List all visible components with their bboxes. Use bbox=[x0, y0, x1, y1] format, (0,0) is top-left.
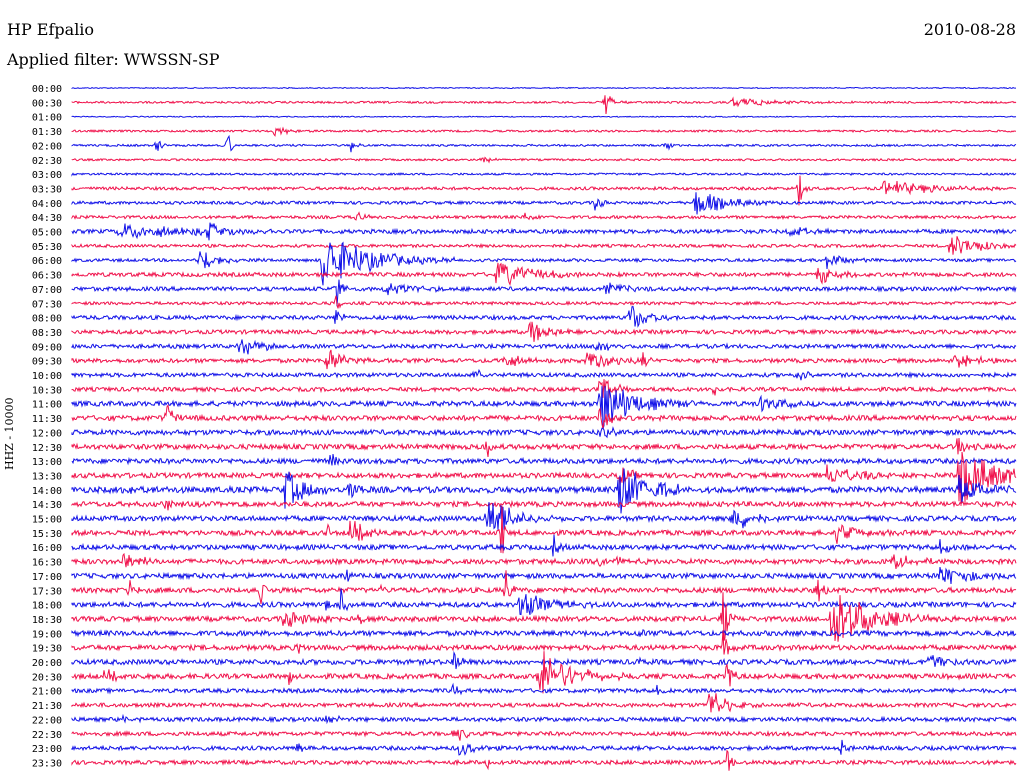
trace-line bbox=[71, 693, 1017, 713]
trace-line bbox=[71, 279, 1017, 307]
row-time-label: 20:30 bbox=[32, 672, 62, 683]
trace-line bbox=[71, 739, 1017, 756]
trace-line bbox=[71, 628, 1017, 638]
row-time-label: 07:00 bbox=[32, 285, 62, 296]
row-time-label: 17:00 bbox=[32, 572, 62, 583]
trace-line bbox=[71, 126, 1017, 137]
row-time-label: 19:30 bbox=[32, 644, 62, 655]
trace-line bbox=[71, 339, 1017, 355]
row-time-label: 04:30 bbox=[32, 213, 62, 224]
row-time-label: 15:00 bbox=[32, 515, 62, 526]
row-time-label: 19:00 bbox=[32, 629, 62, 640]
trace-line bbox=[71, 175, 1017, 206]
row-time-label: 16:00 bbox=[32, 543, 62, 554]
row-time-label: 14:00 bbox=[32, 486, 62, 497]
row-time-label: 04:00 bbox=[32, 199, 62, 210]
row-time-label: 02:30 bbox=[32, 156, 62, 167]
trace-line bbox=[71, 211, 1017, 221]
trace-line bbox=[71, 86, 1016, 90]
date-label: 2010-08-28 bbox=[923, 20, 1016, 39]
trace-line bbox=[71, 95, 1017, 115]
trace-line bbox=[71, 426, 1017, 439]
row-time-label: 09:00 bbox=[32, 342, 62, 353]
trace-line bbox=[71, 349, 1017, 370]
trace-line bbox=[71, 451, 1017, 506]
trace-line bbox=[71, 630, 1017, 655]
trace-line bbox=[71, 379, 1017, 399]
row-time-label: 03:30 bbox=[32, 184, 62, 195]
trace-line bbox=[71, 468, 1017, 514]
row-time-label: 14:30 bbox=[32, 500, 62, 511]
row-time-label: 06:30 bbox=[32, 271, 62, 282]
row-time-label: 18:30 bbox=[32, 615, 62, 626]
trace-line bbox=[71, 156, 1017, 164]
trace-line bbox=[71, 134, 1017, 153]
row-time-label: 17:30 bbox=[32, 586, 62, 597]
row-time-label: 03:00 bbox=[32, 170, 62, 181]
row-time-label: 09:30 bbox=[32, 357, 62, 368]
row-time-label: 23:00 bbox=[32, 744, 62, 755]
row-time-label: 02:00 bbox=[32, 141, 62, 152]
row-time-label: 20:00 bbox=[32, 658, 62, 669]
row-time-label: 16:30 bbox=[32, 558, 62, 569]
trace-line bbox=[71, 651, 1017, 694]
trace-line bbox=[71, 592, 1017, 642]
row-time-label: 21:00 bbox=[32, 687, 62, 698]
station-title: HP Efpalio bbox=[7, 20, 95, 39]
trace-line bbox=[71, 749, 1017, 771]
trace-line bbox=[71, 192, 1017, 215]
trace-line bbox=[71, 588, 1017, 616]
row-time-label: 10:00 bbox=[32, 371, 62, 382]
row-time-label: 08:30 bbox=[32, 328, 62, 339]
trace-line bbox=[71, 499, 1017, 511]
row-time-label: 01:30 bbox=[32, 127, 62, 138]
row-time-label: 01:00 bbox=[32, 113, 62, 124]
filter-label: Applied filter: WWSSN-SP bbox=[7, 50, 220, 69]
row-time-label: 11:00 bbox=[32, 400, 62, 411]
row-time-label: 22:00 bbox=[32, 715, 62, 726]
trace-line bbox=[71, 306, 1017, 328]
trace-line bbox=[71, 505, 1016, 554]
trace-line bbox=[71, 295, 1017, 309]
row-time-label: 00:30 bbox=[32, 98, 62, 109]
trace-line bbox=[71, 567, 1017, 584]
row-time-label: 12:30 bbox=[32, 443, 62, 454]
row-time-label: 15:30 bbox=[32, 529, 62, 540]
trace-line bbox=[71, 236, 1017, 255]
row-time-label: 11:30 bbox=[32, 414, 62, 425]
trace-line bbox=[71, 368, 1017, 381]
trace-line bbox=[71, 222, 1017, 241]
trace-line bbox=[71, 262, 1017, 286]
row-time-label: 18:00 bbox=[32, 601, 62, 612]
row-time-label: 08:00 bbox=[32, 314, 62, 325]
row-time-label: 05:00 bbox=[32, 228, 62, 239]
trace-line bbox=[71, 534, 1017, 557]
trace-line bbox=[71, 115, 1017, 118]
row-time-label: 13:30 bbox=[32, 471, 62, 482]
row-time-label: 23:30 bbox=[32, 758, 62, 769]
trace-line bbox=[71, 502, 1017, 531]
trace-line bbox=[71, 404, 1017, 430]
trace-line bbox=[71, 172, 1017, 177]
row-time-label: 05:30 bbox=[32, 242, 62, 253]
trace-line bbox=[71, 386, 1017, 429]
row-time-label: 07:30 bbox=[32, 299, 62, 310]
trace-line bbox=[71, 729, 1017, 741]
trace-line bbox=[71, 241, 1017, 286]
row-time-label: 10:30 bbox=[32, 385, 62, 396]
trace-line bbox=[71, 321, 1017, 342]
trace-line bbox=[71, 437, 1017, 457]
row-time-label: 22:30 bbox=[32, 730, 62, 741]
trace-line bbox=[71, 682, 1017, 696]
row-time-label: 21:30 bbox=[32, 701, 62, 712]
row-time-label: 06:00 bbox=[32, 256, 62, 267]
row-time-label: 12:00 bbox=[32, 428, 62, 439]
trace-line bbox=[71, 454, 1017, 467]
trace-line bbox=[71, 713, 1017, 725]
trace-line bbox=[71, 552, 1017, 569]
row-time-label: 00:00 bbox=[32, 84, 62, 95]
trace-line bbox=[71, 570, 1017, 605]
row-time-label: 13:00 bbox=[32, 457, 62, 468]
